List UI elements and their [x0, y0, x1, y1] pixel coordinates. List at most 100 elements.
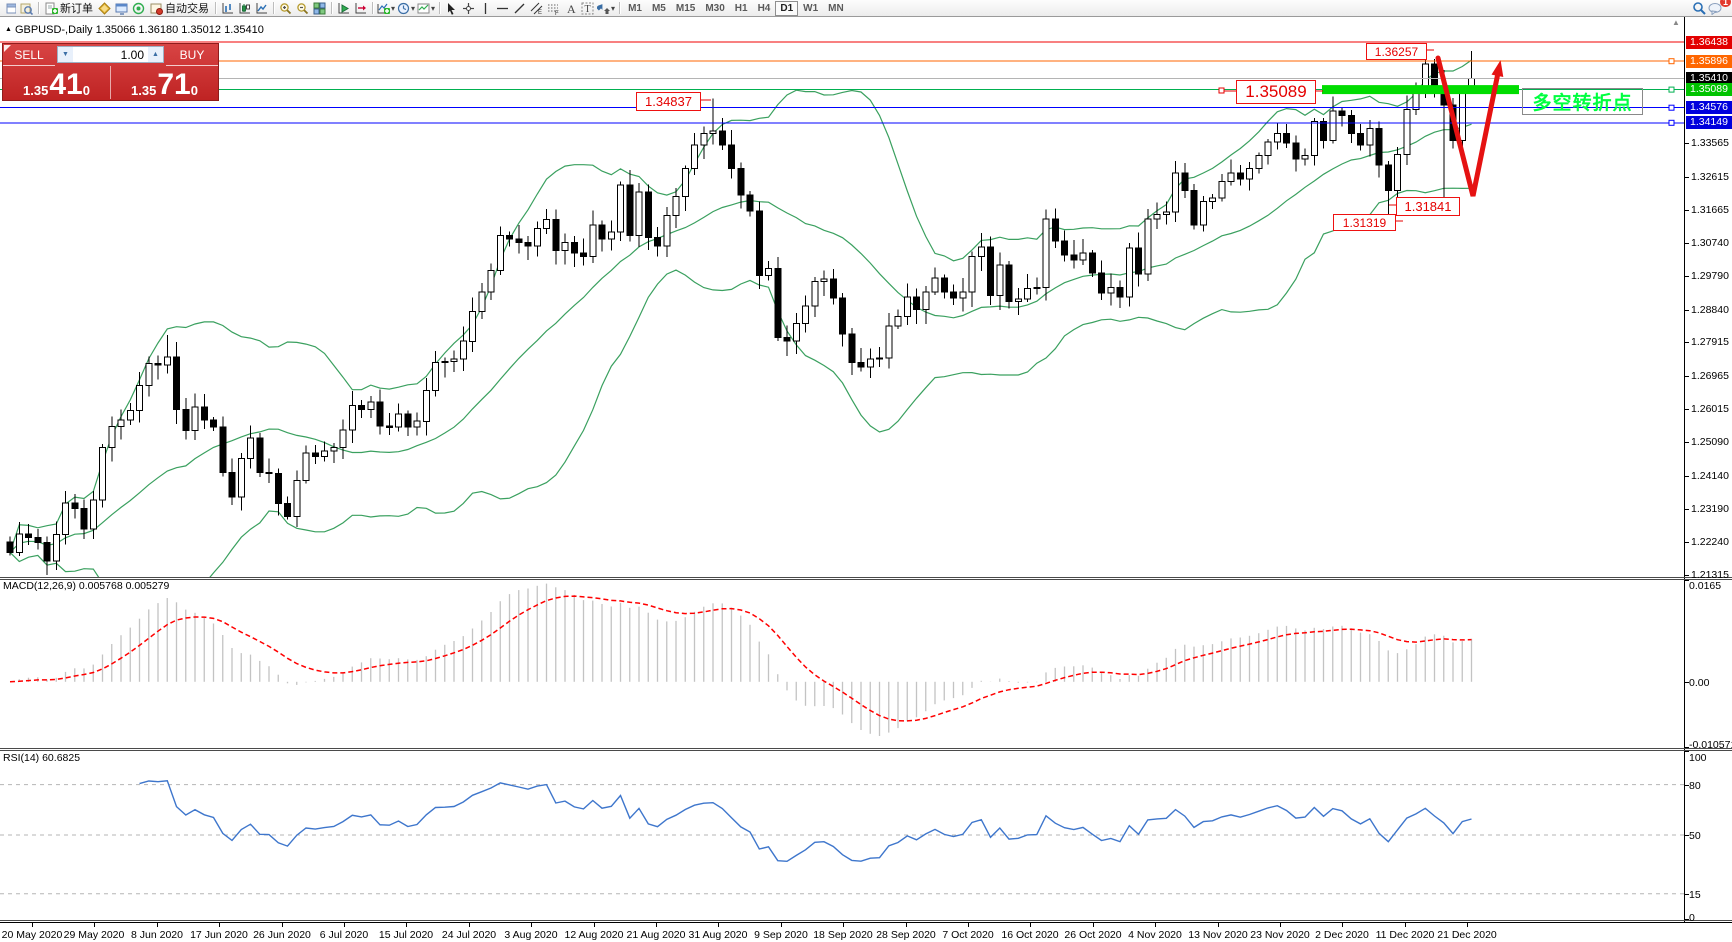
line-handle[interactable] — [1668, 58, 1675, 65]
bull-candle — [533, 228, 541, 247]
bear-candle — [654, 236, 661, 247]
volume-decrease-button[interactable]: ▼ — [58, 47, 73, 62]
price-line-label[interactable]: 1.34149 — [1686, 116, 1732, 129]
bear-candle — [737, 168, 745, 196]
search-icon[interactable] — [1690, 1, 1707, 16]
turning-point-text-object[interactable]: 多空转折点 — [1522, 88, 1643, 115]
signals-icon[interactable] — [130, 1, 147, 16]
timeframe-m30[interactable]: M30 — [705, 2, 725, 14]
bear-candle — [265, 471, 273, 474]
fibonacci-icon[interactable]: F — [545, 1, 562, 16]
price-annotation-label[interactable]: 1.31841 — [1396, 197, 1460, 216]
price-line-label[interactable]: 1.34576 — [1686, 101, 1732, 114]
volume-increase-button[interactable]: ▲ — [148, 47, 163, 62]
timeframe-m5[interactable]: M5 — [651, 2, 666, 14]
chart-window-icon[interactable] — [1, 1, 18, 16]
timeframe-mn[interactable]: MN — [828, 2, 844, 14]
bear-candle — [34, 537, 42, 543]
tile-windows-icon[interactable] — [311, 1, 328, 16]
line-handle[interactable] — [1668, 86, 1675, 93]
crosshair-icon[interactable] — [460, 1, 477, 16]
panel-separator[interactable] — [0, 577, 1732, 578]
price-line-label[interactable]: 1.35089 — [1686, 83, 1732, 96]
chat-icon[interactable]: 1 — [1707, 0, 1731, 16]
support-highlight-bar[interactable] — [1322, 85, 1519, 95]
bar-chart-type-icon[interactable] — [219, 1, 236, 16]
price-annotation-label[interactable]: 1.31319 — [1333, 214, 1396, 231]
trendline-icon[interactable] — [511, 1, 528, 16]
bull-candle — [607, 231, 615, 240]
axis-tickmark — [1280, 923, 1281, 927]
periods-button[interactable]: ▾ — [396, 1, 416, 16]
horizontal-line-icon[interactable] — [494, 1, 511, 16]
new-order-button[interactable]: 新订单 — [42, 1, 96, 16]
indicators-button[interactable]: ▾ — [376, 1, 396, 16]
sell-button[interactable]: SELL — [3, 44, 55, 66]
timeframe-w1[interactable]: W1 — [803, 2, 819, 14]
buy-price[interactable]: 1.35 71 0 — [111, 66, 218, 99]
axis-tickmark — [1685, 442, 1689, 443]
price-annotation-label[interactable]: 1.35089 — [1236, 80, 1316, 104]
bollinger-lower-band — [9, 187, 1472, 577]
bull-candle — [117, 419, 125, 427]
price-axis-tick: 1.27915 — [1691, 336, 1729, 348]
buy-button[interactable]: BUY — [166, 44, 218, 66]
line-handle[interactable] — [1668, 104, 1675, 111]
chart-shift-marker[interactable]: ▲ — [1672, 18, 1680, 27]
axis-tickmark — [1218, 923, 1219, 927]
price-line-label[interactable]: 1.35410 — [1686, 72, 1732, 85]
chart-shift-icon[interactable] — [352, 1, 369, 16]
bear-candle — [1431, 63, 1438, 86]
line-chart-type-icon[interactable] — [253, 1, 270, 16]
cursor-icon[interactable] — [443, 1, 460, 16]
text-label-icon[interactable]: T — [579, 1, 596, 16]
price-annotation-label[interactable]: 1.34837 — [636, 92, 701, 111]
zoom-in-icon[interactable] — [277, 1, 294, 16]
text-icon[interactable]: A — [562, 1, 579, 16]
timeframe-m1[interactable]: M1 — [628, 2, 642, 14]
price-axis[interactable] — [1684, 17, 1732, 922]
auto-scroll-icon[interactable] — [335, 1, 352, 16]
date-axis-label: 31 Aug 2020 — [688, 929, 748, 941]
price-annotation-label[interactable]: 1.36257 — [1366, 43, 1427, 60]
panel-separator[interactable] — [0, 748, 1732, 749]
line-handle[interactable] — [1668, 119, 1675, 126]
market-watch-icon[interactable] — [113, 1, 130, 16]
chart-title: ▲ GBPUSD-,Daily 1.35066 1.36180 1.35012 1… — [5, 24, 264, 36]
bear-candle — [1181, 172, 1189, 192]
timeframe-m15[interactable]: M15 — [675, 2, 696, 14]
line-handle[interactable] — [1218, 87, 1225, 94]
equidistant-channel-icon[interactable]: E — [528, 1, 545, 16]
date-axis-label: 21 Aug 2020 — [626, 929, 686, 941]
timeframe-d1[interactable]: D1 — [775, 0, 799, 16]
bull-candle — [931, 277, 939, 293]
bear-candle — [43, 542, 51, 562]
templates-button[interactable]: ▾ — [416, 1, 436, 16]
zoom-out-icon[interactable] — [294, 1, 311, 16]
autotrading-button[interactable]: 自动交易 — [147, 1, 212, 16]
metaeditor-icon[interactable] — [96, 1, 113, 16]
timeframe-h1[interactable]: H1 — [734, 2, 748, 14]
bull-candle — [1458, 90, 1466, 141]
vertical-line-icon[interactable] — [477, 1, 494, 16]
bear-candle — [256, 437, 264, 473]
sell-price[interactable]: 1.35 41 0 — [3, 66, 111, 99]
bull-candle — [89, 499, 97, 530]
v-shape-arrow-object[interactable] — [1435, 55, 1504, 197]
volume-input[interactable]: 1.00 — [120, 47, 144, 62]
find-symbol-icon[interactable] — [18, 1, 35, 16]
price-axis-tick: 1.24140 — [1691, 470, 1729, 482]
arrows-tool-icon[interactable]: ▾ — [596, 1, 616, 16]
main-price-panel — [0, 41, 1684, 577]
price-line-label[interactable]: 1.36438 — [1686, 36, 1732, 49]
timeframe-group: M1 M5 M15 M30 H1 H4 D1 W1 MN — [623, 0, 849, 16]
candle-chart-type-icon[interactable] — [236, 1, 253, 16]
date-axis[interactable] — [0, 922, 1732, 942]
chat-notification-badge: 1 — [1719, 0, 1731, 7]
bull-candle — [1162, 211, 1170, 215]
price-line-label[interactable]: 1.35896 — [1686, 55, 1732, 68]
timeframe-h4[interactable]: H4 — [757, 2, 771, 14]
trade-panel-collapse-icon[interactable] — [4, 45, 11, 52]
rsi-axis-tick: 0 — [1689, 912, 1695, 924]
